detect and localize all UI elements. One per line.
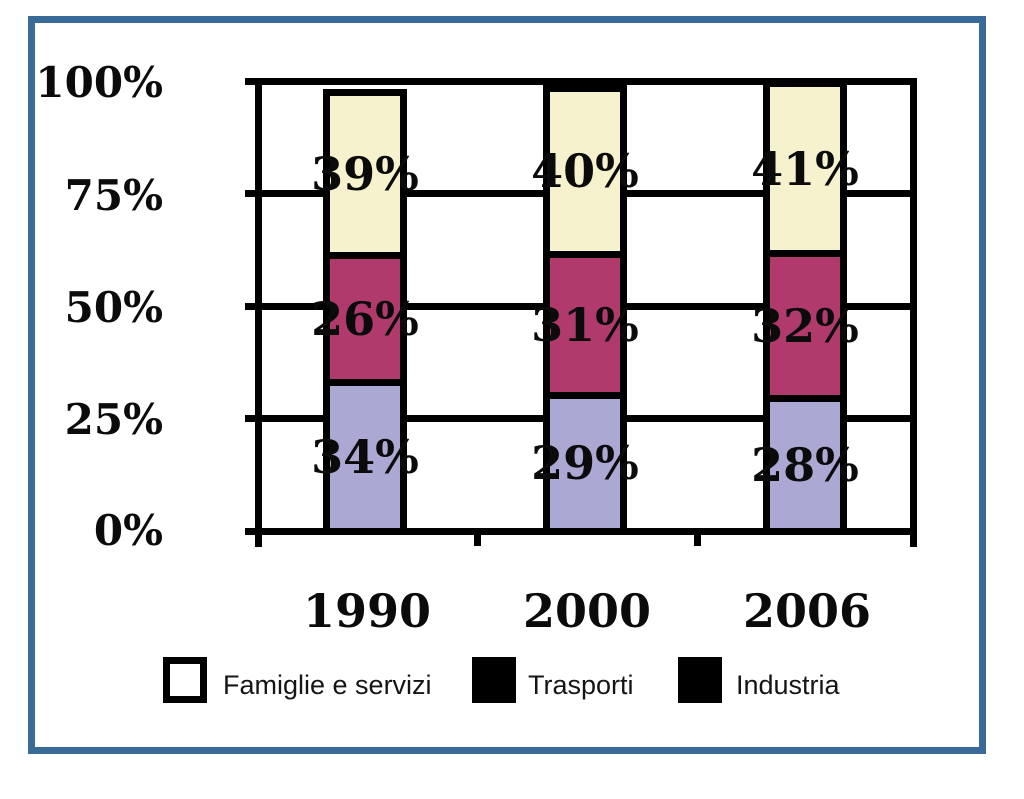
legend-swatch-trasporti: [472, 657, 516, 703]
y-axis-label-50: 50%: [64, 283, 163, 332]
x-tick-1: [473, 531, 481, 546]
bar-segment-trasporti-2000: 31%: [531, 251, 639, 393]
plot-area: 39% 26% 34% 40% 31% 29% 41%: [245, 77, 917, 547]
segment-value-label: 41%: [751, 141, 859, 196]
x-tick-2: [693, 531, 701, 546]
bar-1990: 39% 26% 34%: [311, 89, 419, 535]
bar-segment-industria-2006: 28%: [751, 394, 859, 528]
y-axis-label-25: 25%: [64, 395, 163, 444]
bar-segment-famiglie-1990: 39%: [311, 96, 419, 253]
bar-segment-industria-1990: 34%: [311, 378, 419, 528]
segment-value-label: 39%: [311, 147, 419, 202]
legend-label-industria: Industria: [736, 670, 840, 700]
bar-segment-trasporti-1990: 26%: [311, 252, 419, 379]
x-axis-label-2000: 2000: [522, 584, 652, 638]
bar-2006: 41% 32% 28%: [751, 80, 859, 535]
segment-value-label: 40%: [531, 144, 639, 199]
bar-2000: 40% 31% 29%: [531, 84, 639, 535]
legend-label-trasporti: Trasporti: [528, 670, 634, 700]
bar-segment-famiglie-2006: 41%: [751, 87, 859, 251]
legend-label-famiglie-e-servizi: Famiglie e servizi: [223, 670, 432, 700]
y-axis-label-0: 0%: [93, 506, 163, 555]
segment-value-label: 28%: [751, 437, 859, 492]
legend-swatch-industria: [678, 657, 722, 703]
y-axis-label-75: 75%: [64, 171, 163, 220]
y-axis-line: [254, 77, 262, 547]
legend-swatch-famiglie-e-servizi: [163, 657, 207, 703]
segment-value-label: 32%: [751, 298, 859, 353]
bar-segment-trasporti-2006: 32%: [751, 250, 859, 395]
segment-value-label: 26%: [311, 291, 419, 346]
x-axis-label-2006: 2006: [742, 584, 872, 638]
y-axis-label-100: 100%: [35, 58, 163, 107]
segment-value-label: 29%: [531, 436, 639, 491]
x-axis-label-1990: 1990: [302, 584, 432, 638]
segment-value-label: 34%: [311, 429, 419, 484]
gridline-100: [245, 77, 913, 85]
segment-value-label: 31%: [531, 298, 639, 353]
bar-segment-industria-2000: 29%: [531, 392, 639, 528]
bar-segment-famiglie-2000: 40%: [531, 91, 639, 252]
right-frame-line: [909, 77, 917, 547]
